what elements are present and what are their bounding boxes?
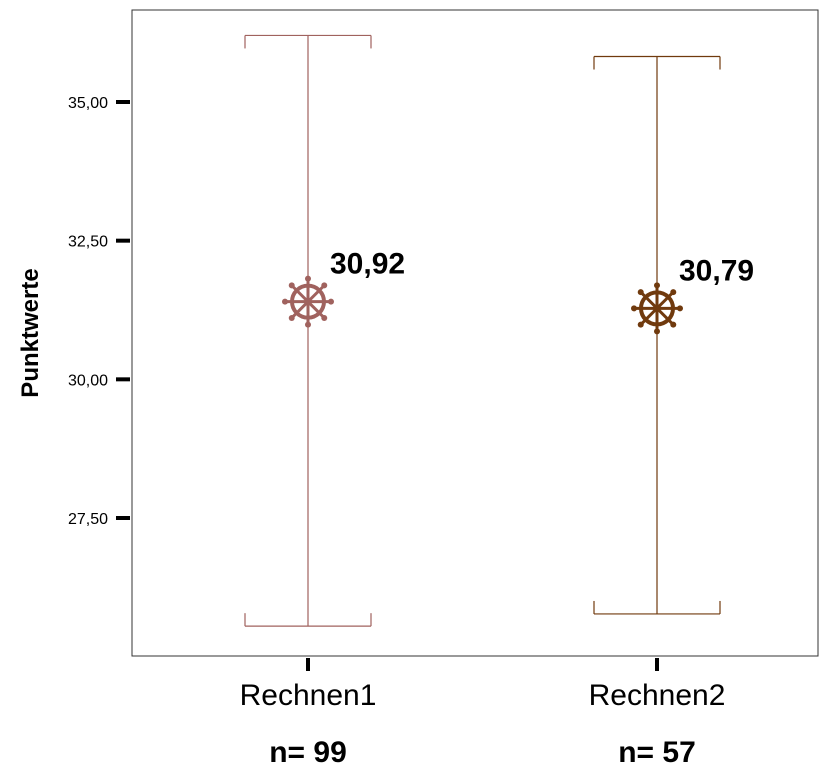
x-tick-label: Rechnen1 — [240, 679, 377, 712]
y-axis: 27,50 30,00 32,50 35,00 — [68, 95, 130, 528]
mean-marker-wheel-icon — [631, 282, 683, 335]
n-label: n= 57 — [618, 736, 696, 769]
mean-value-label: 30,92 — [330, 248, 405, 281]
error-bar-group: 30,92 — [244, 34, 405, 627]
x-tick-label: Rechnen2 — [589, 679, 726, 712]
plot-frame — [131, 9, 819, 657]
error-bar-group: 30,79 — [593, 55, 754, 615]
y-axis-label: Punktwerte — [17, 268, 44, 397]
n-label: n= 99 — [269, 736, 347, 769]
y-tick-label: 30,00 — [68, 372, 108, 389]
y-tick-label: 32,50 — [68, 234, 108, 251]
x-axis: Rechnen1 n= 99 Rechnen2 n= 57 — [240, 658, 726, 769]
y-tick-label: 35,00 — [68, 95, 108, 112]
mean-value-label: 30,79 — [679, 254, 754, 287]
y-tick-label: 27,50 — [68, 511, 108, 528]
series-layer: 30,92 30,79 — [244, 34, 754, 627]
mean-marker-wheel-icon — [282, 275, 334, 328]
